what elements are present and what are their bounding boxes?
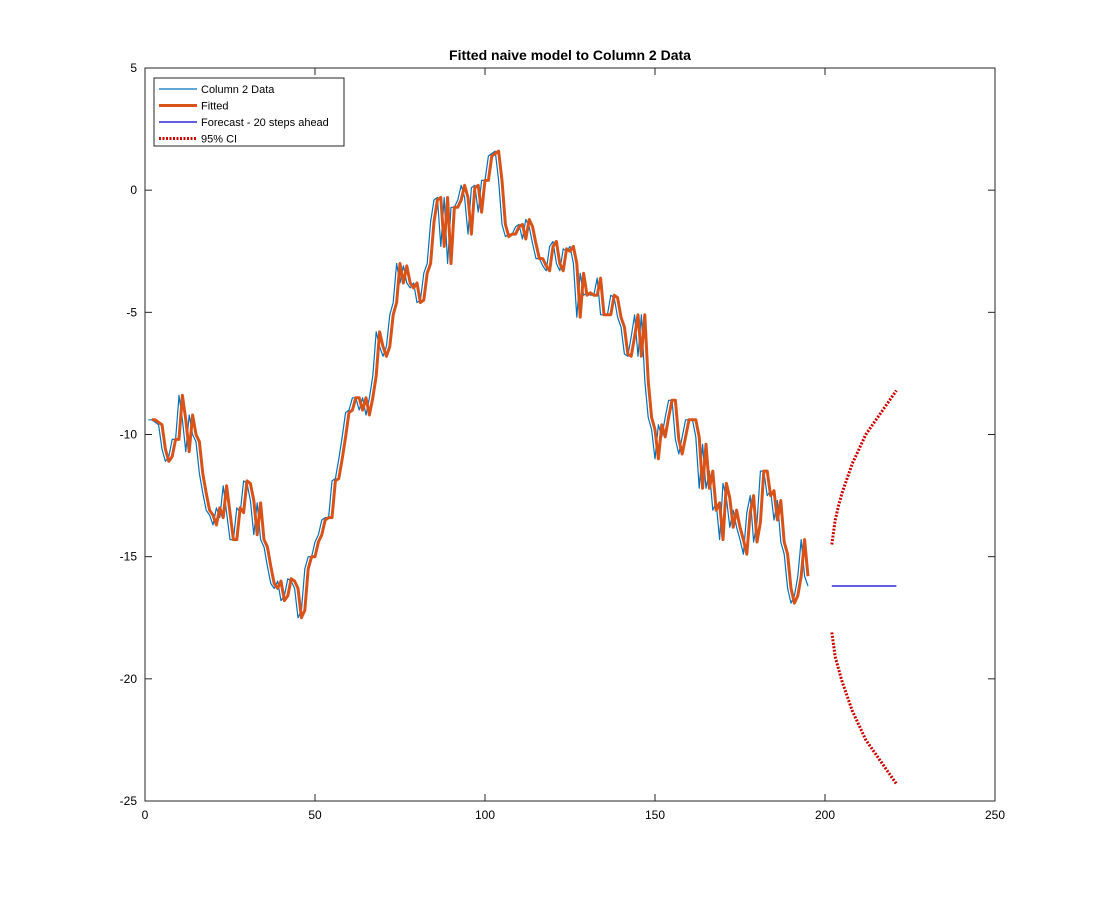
- x-tick-label: 200: [815, 808, 835, 822]
- series-layer: [148, 149, 898, 785]
- y-tick-label: -20: [120, 672, 138, 686]
- ticks-layer: 0 50 100 150 200 250 -25 -20 -15 -10 -5 0 5: [120, 61, 1006, 822]
- y-tick-label: 5: [130, 61, 137, 75]
- y-tick-label: -10: [120, 428, 138, 442]
- legend: Column 2 Data Fitted Forecast - 20 steps a…: [153, 77, 345, 147]
- y-tick-label: -15: [120, 550, 138, 564]
- y-tick-label: -5: [126, 305, 137, 319]
- legend-label: 95% CI: [201, 134, 237, 146]
- y-tick-label: 0: [130, 183, 137, 197]
- series-line-fitted: [151, 149, 810, 620]
- x-tick-label: 50: [308, 808, 322, 822]
- x-tick-label: 0: [142, 808, 149, 822]
- chart-title: Fitted naive model to Column 2 Data: [449, 47, 691, 63]
- legend-label: Fitted: [201, 101, 229, 113]
- x-tick-label: 250: [985, 808, 1005, 822]
- plot-background: [145, 68, 995, 801]
- legend-label: Forecast - 20 steps ahead: [201, 117, 329, 129]
- series-line-ci-lower: [830, 632, 898, 785]
- x-tick-label: 150: [645, 808, 665, 822]
- y-tick-label: -25: [120, 794, 138, 808]
- x-tick-label: 100: [475, 808, 495, 822]
- series-line-ci-upper: [830, 389, 898, 545]
- legend-label: Column 2 Data: [201, 84, 275, 96]
